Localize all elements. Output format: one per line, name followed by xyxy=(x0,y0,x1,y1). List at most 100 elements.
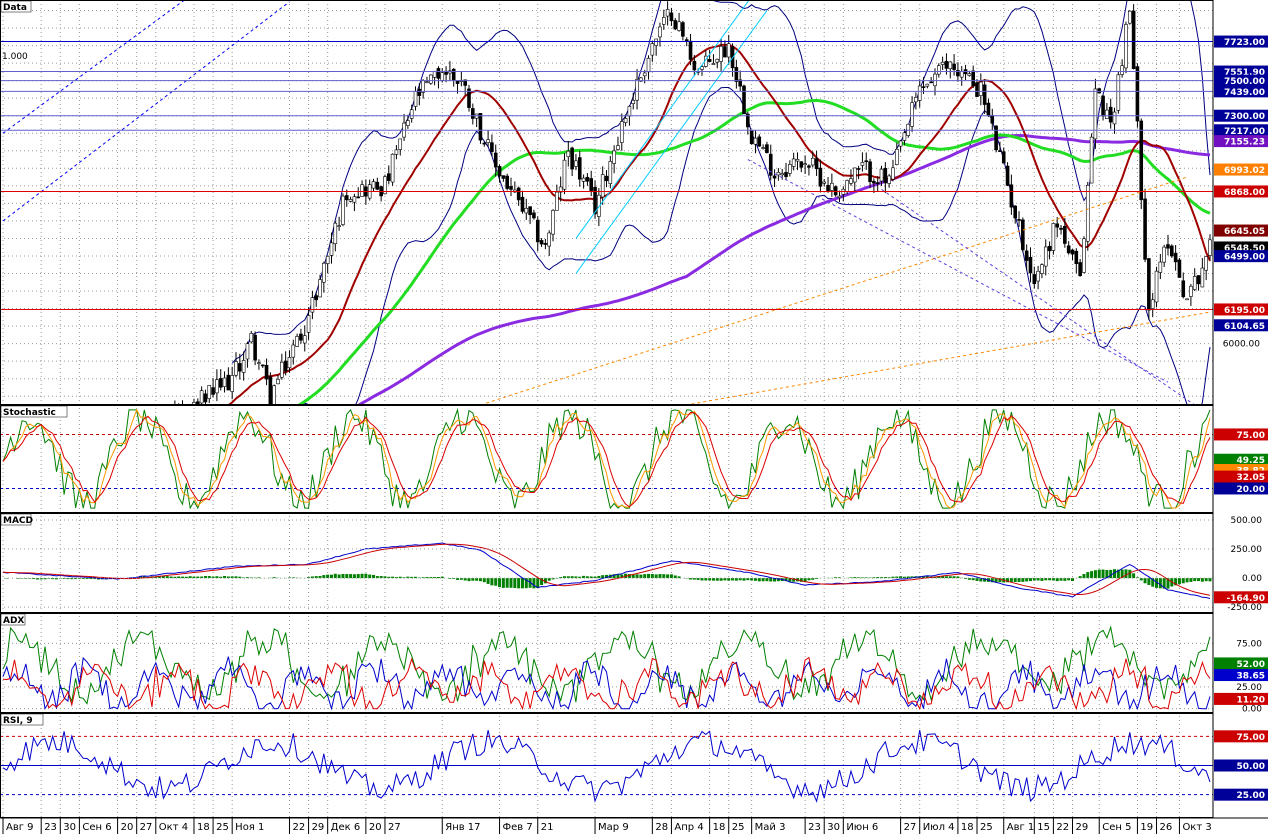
x-tick-label: 15 xyxy=(1037,822,1050,833)
candle-body xyxy=(780,173,785,176)
candle-body xyxy=(677,21,681,31)
candle-body xyxy=(742,85,746,115)
candle-body xyxy=(1085,184,1090,242)
candle-body xyxy=(604,175,609,182)
candle-body xyxy=(218,378,223,388)
candle-body xyxy=(551,210,555,235)
candle-body xyxy=(585,176,590,182)
di-plus-line xyxy=(2,656,1211,711)
candle-body xyxy=(734,67,739,82)
price-tag-box xyxy=(1214,591,1268,604)
x-tick-label: Июн 6 xyxy=(846,822,878,833)
candle-body xyxy=(253,334,257,361)
x-tick-label: Мар 9 xyxy=(598,822,629,833)
candle-body xyxy=(635,79,639,101)
candle-body xyxy=(543,243,548,245)
price-tag: 11.20 xyxy=(1214,692,1268,705)
price-tag-label: 49.25 xyxy=(1237,456,1265,466)
candle-body xyxy=(852,167,857,183)
candle-body xyxy=(226,374,231,391)
price-tag-box xyxy=(1214,788,1268,801)
candle-body xyxy=(784,171,788,178)
candle-body xyxy=(623,118,628,123)
x-tick-label: Май 3 xyxy=(755,822,786,833)
candle-body xyxy=(299,333,303,341)
price-tag: 6195.00 xyxy=(1214,303,1268,316)
candle-body xyxy=(451,68,456,81)
price-tag: 50.00 xyxy=(1214,759,1268,772)
x-tick-label: 28 xyxy=(655,822,668,833)
candle-body xyxy=(658,26,662,38)
price-tag-label: 7155.23 xyxy=(1224,138,1265,148)
candle-body xyxy=(1032,274,1037,284)
candle-body xyxy=(723,46,727,58)
price-tag-label: 52.00 xyxy=(1237,660,1265,670)
x-tick-label: 26 xyxy=(1160,822,1173,833)
x-tick-label: 22 xyxy=(1056,822,1069,833)
candle-body xyxy=(681,22,685,37)
candle-body xyxy=(238,363,242,372)
candle-body xyxy=(646,57,651,73)
candle-body xyxy=(864,160,869,163)
price-tag-box xyxy=(1214,163,1268,176)
price-tag: 6645.05 xyxy=(1214,224,1268,237)
price-tag-label: 75.00 xyxy=(1237,431,1265,441)
x-tick-label: 25 xyxy=(216,822,229,833)
candle-body xyxy=(1158,261,1163,273)
price-tag: 7300.00 xyxy=(1214,109,1268,122)
candle-body xyxy=(463,79,467,86)
y-tick-label: 500.00 xyxy=(1231,516,1263,526)
price-tag-label: 7551.90 xyxy=(1224,68,1265,78)
candle-body xyxy=(272,385,276,405)
candle-body xyxy=(1196,275,1201,285)
candle-body xyxy=(814,158,819,170)
pane-title: Data xyxy=(3,3,27,13)
candle-body xyxy=(665,9,670,17)
x-tick-label: 23 xyxy=(44,822,57,833)
candle-body xyxy=(631,100,636,104)
candle-body xyxy=(914,97,918,103)
candle-body xyxy=(856,168,861,170)
candle-body xyxy=(952,63,956,70)
x-tick-label: 30 xyxy=(827,822,840,833)
candle-body xyxy=(432,70,437,78)
candle-body xyxy=(1147,258,1151,311)
price-tag-label: 11.20 xyxy=(1237,695,1265,705)
candle-body xyxy=(707,59,712,62)
x-tick-label: 27 xyxy=(388,822,401,833)
candle-body xyxy=(1120,65,1124,75)
candle-body xyxy=(998,150,1002,152)
candle-body xyxy=(291,344,296,358)
candle-body xyxy=(669,12,674,22)
pane-title-box xyxy=(0,0,32,13)
candle-body xyxy=(509,186,513,190)
candle-body xyxy=(940,61,945,65)
candle-body xyxy=(1043,246,1048,267)
x-tick-label: Окт 3 xyxy=(1182,822,1211,833)
trend-line xyxy=(2,1,290,222)
candle-body xyxy=(810,157,815,166)
candle-body xyxy=(994,125,998,151)
candle-body xyxy=(600,174,605,198)
candle-body xyxy=(417,88,422,96)
candle-body xyxy=(245,343,250,360)
candle-body xyxy=(520,196,525,212)
candle-body xyxy=(574,160,578,167)
macd-signal-line xyxy=(2,543,1211,596)
candle-body xyxy=(1177,259,1182,278)
candle-body xyxy=(409,109,414,119)
price-tag-label: 6548.50 xyxy=(1224,244,1265,254)
price-tag: 20.00 xyxy=(1214,482,1268,495)
candle-body xyxy=(1127,10,1132,24)
candle-body xyxy=(333,222,338,245)
pane-title-box xyxy=(0,713,44,726)
candle-body xyxy=(757,136,762,147)
price-tag-box xyxy=(1214,303,1268,316)
price-tag-box xyxy=(1214,65,1268,78)
price-tag-label: 7217.00 xyxy=(1224,127,1265,137)
price-tag: 7551.90 xyxy=(1214,65,1268,78)
candle-body xyxy=(818,167,823,187)
price-tag: 25.00 xyxy=(1214,788,1268,801)
candle-body xyxy=(849,178,853,184)
candle-body xyxy=(749,130,754,145)
